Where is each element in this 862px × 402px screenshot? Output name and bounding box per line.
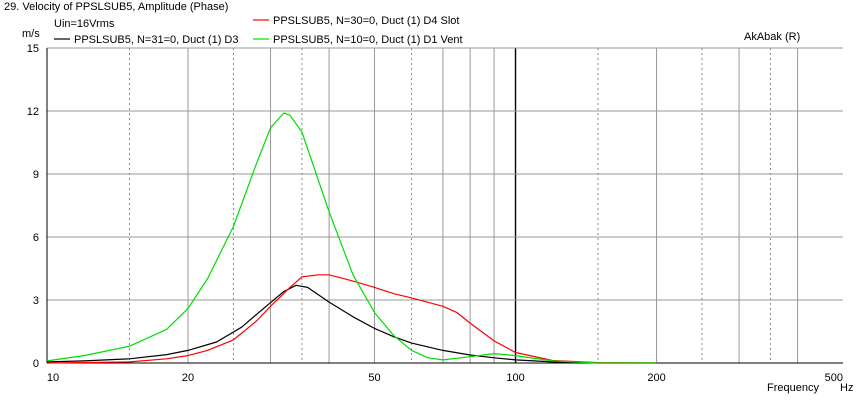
series-line [46, 274, 657, 364]
x-tick-label: 10 [47, 372, 59, 384]
x-axis-unit: Hz [840, 382, 854, 394]
y-tick-label: 6 [33, 232, 39, 244]
series-line [46, 112, 657, 364]
chart-title: 29. Velocity of PPSLSUB5, Amplitude (Pha… [4, 1, 229, 13]
x-tick-label: 20 [182, 372, 194, 384]
y-axis-unit: m/s [22, 28, 40, 40]
x-tick-label: 200 [647, 372, 665, 384]
x-tick-label: 50 [368, 372, 380, 384]
legend-label: PPSLSUB5, N=31=0, Duct (1) D3 [74, 34, 238, 46]
x-axis-label: Frequency [767, 382, 819, 394]
input-voltage-note: Uin=16Vrms [54, 18, 115, 30]
y-tick-label: 3 [33, 295, 39, 307]
brand-label: AkAbak (R) [744, 31, 801, 43]
series-line [46, 284, 657, 364]
y-tick-label: 0 [33, 358, 39, 370]
y-tick-label: 12 [27, 106, 39, 118]
legend-label: PPSLSUB5, N=30=0, Duct (1) D4 Slot [273, 15, 459, 27]
y-tick-label: 15 [27, 43, 39, 55]
legend-label: PPSLSUB5, N=10=0, Duct (1) D1 Vent [273, 34, 463, 46]
x-tick-label: 100 [506, 372, 524, 384]
x-tick-label: 500 [825, 372, 843, 384]
y-tick-label: 9 [33, 169, 39, 181]
